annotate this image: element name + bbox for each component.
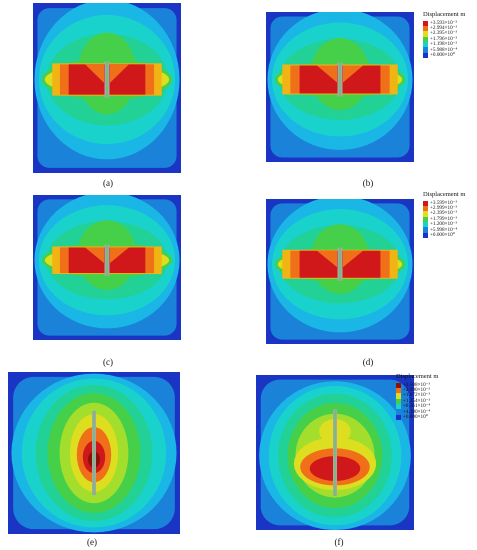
legend-entry: +1.799×10⁻³: [423, 215, 465, 223]
legend-label: +1.672×10⁻³: [403, 392, 431, 399]
contour-wedge-left: [85, 64, 104, 83]
legend-swatch: [396, 404, 401, 410]
legend-entry: +0.000×10⁰: [423, 231, 465, 239]
legend-entry: +1.254×10⁻³: [396, 397, 438, 405]
contour-wedge-right: [110, 64, 129, 83]
legend-label: +8.361×10⁻⁴: [403, 403, 431, 410]
legend-entry: +1.200×10⁻³: [423, 221, 465, 228]
legend-title: Displacement m: [423, 191, 466, 198]
legend-label: +1.198×10⁻³: [430, 41, 458, 48]
legend-swatch: [396, 382, 401, 388]
legend-label: +5.998×10⁻⁴: [430, 226, 458, 233]
legend-swatch: [423, 31, 428, 37]
contour-plot-a: [33, 3, 181, 173]
contour-svg-a: [33, 3, 181, 173]
legend-rows-f: +2.508×10⁻³ +2.090×10⁻³ +1.672×10⁻³ +1.254×…: [396, 381, 438, 421]
legend-b: Displacement m +3.593×10⁻³ +2.994×10⁻³ +2.…: [423, 11, 466, 59]
legend-label: +2.999×10⁻³: [430, 204, 458, 211]
legend-label: +1.200×10⁻³: [430, 221, 458, 228]
contour-svg-b: [266, 12, 414, 162]
legend-label: +0.000×10⁰: [403, 413, 428, 420]
legend-swatch: [423, 20, 428, 26]
contour-plot-e: [8, 372, 180, 534]
legend-swatch: [423, 227, 428, 233]
legend-title: Displacement m: [423, 11, 466, 18]
contour-svg-f: [256, 375, 414, 530]
legend-label: +2.508×10⁻³: [403, 381, 431, 388]
legend-entry: +3.593×10⁻³: [423, 19, 465, 26]
legend-entry: +1.796×10⁻³: [423, 35, 465, 43]
legend-swatch: [423, 216, 428, 223]
legend-label: +5.988×10⁻⁴: [430, 46, 458, 53]
legend-label: +3.599×10⁻³: [430, 199, 458, 206]
contour-plot-f: [256, 375, 414, 530]
legend-swatch: [423, 36, 428, 43]
legend-entry: +2.508×10⁻³: [396, 381, 438, 388]
legend-entry: +2.090×10⁻³: [396, 386, 438, 394]
contour-wedge-left: [316, 65, 337, 83]
legend-entry: +5.998×10⁻⁴: [423, 226, 465, 233]
legend-f: Displacement m +2.508×10⁻³ +2.090×10⁻³ +1.…: [396, 373, 439, 421]
legend-entry: +2.399×10⁻³: [423, 210, 465, 217]
contour-wedge-right: [110, 247, 129, 264]
legend-swatch: [423, 42, 428, 48]
legend-entry: +2.994×10⁻³: [423, 24, 465, 32]
caption-f: (f): [334, 537, 344, 547]
legend-entry: +2.395×10⁻³: [423, 30, 465, 37]
legend-swatch: [396, 414, 401, 421]
legend-label: +1.799×10⁻³: [430, 215, 458, 222]
legend-label: +2.399×10⁻³: [430, 210, 458, 217]
caption-d: (d): [362, 357, 374, 367]
legend-swatch: [396, 398, 401, 405]
caption-c: (c): [103, 357, 113, 367]
legend-entry: +0.000×10⁰: [423, 51, 465, 59]
contour-plot-d: [266, 199, 414, 344]
legend-swatch: [396, 387, 401, 394]
contour-svg-e: [8, 372, 180, 534]
legend-swatch: [423, 200, 428, 206]
legend-entry: +8.361×10⁻⁴: [396, 403, 438, 410]
contour-wedge-right: [343, 65, 364, 83]
legend-title: Displacement m: [396, 373, 439, 380]
legend-swatch: [423, 47, 428, 53]
legend-entry: +4.180×10⁻⁴: [396, 408, 438, 415]
caption-a: (a): [103, 178, 113, 188]
legend-label: +4.180×10⁻⁴: [403, 408, 431, 415]
legend-label: +1.254×10⁻³: [403, 397, 431, 404]
legend-rows-d: +3.599×10⁻³ +2.999×10⁻³ +2.399×10⁻³ +1.799×…: [423, 199, 465, 239]
legend-d: Displacement m +3.599×10⁻³ +2.999×10⁻³ +2.…: [423, 191, 466, 239]
legend-rows-b: +3.593×10⁻³ +2.994×10⁻³ +2.395×10⁻³ +1.796×…: [423, 19, 465, 59]
legend-swatch: [423, 232, 428, 239]
legend-label: +2.090×10⁻³: [403, 386, 431, 393]
contour-svg-c: [33, 195, 181, 340]
legend-swatch: [423, 205, 428, 212]
contour-plot-b: [266, 12, 414, 162]
legend-entry: +3.599×10⁻³: [423, 199, 465, 206]
legend-entry: +2.999×10⁻³: [423, 204, 465, 212]
legend-swatch: [423, 25, 428, 32]
contour-plot-c: [33, 195, 181, 340]
legend-swatch: [423, 52, 428, 59]
legend-entry: +5.988×10⁻⁴: [423, 46, 465, 53]
contour-wedge-left: [85, 247, 104, 264]
contour-wedge-right: [343, 250, 364, 268]
legend-label: +2.395×10⁻³: [430, 30, 458, 37]
legend-swatch: [396, 393, 401, 399]
legend-label: +1.796×10⁻³: [430, 35, 458, 42]
legend-swatch: [423, 211, 428, 217]
legend-label: +0.000×10⁰: [430, 231, 455, 238]
legend-swatch: [396, 409, 401, 415]
contour-svg-d: [266, 199, 414, 344]
legend-label: +2.994×10⁻³: [430, 24, 458, 31]
legend-entry: +1.672×10⁻³: [396, 392, 438, 399]
legend-swatch: [423, 222, 428, 228]
legend-entry: +0.000×10⁰: [396, 413, 438, 421]
caption-e: (e): [87, 537, 97, 547]
contour-wedge-left: [316, 250, 337, 268]
legend-label: +0.000×10⁰: [430, 51, 455, 58]
legend-entry: +1.198×10⁻³: [423, 41, 465, 48]
legend-label: +3.593×10⁻³: [430, 19, 458, 26]
caption-b: (b): [362, 178, 374, 188]
